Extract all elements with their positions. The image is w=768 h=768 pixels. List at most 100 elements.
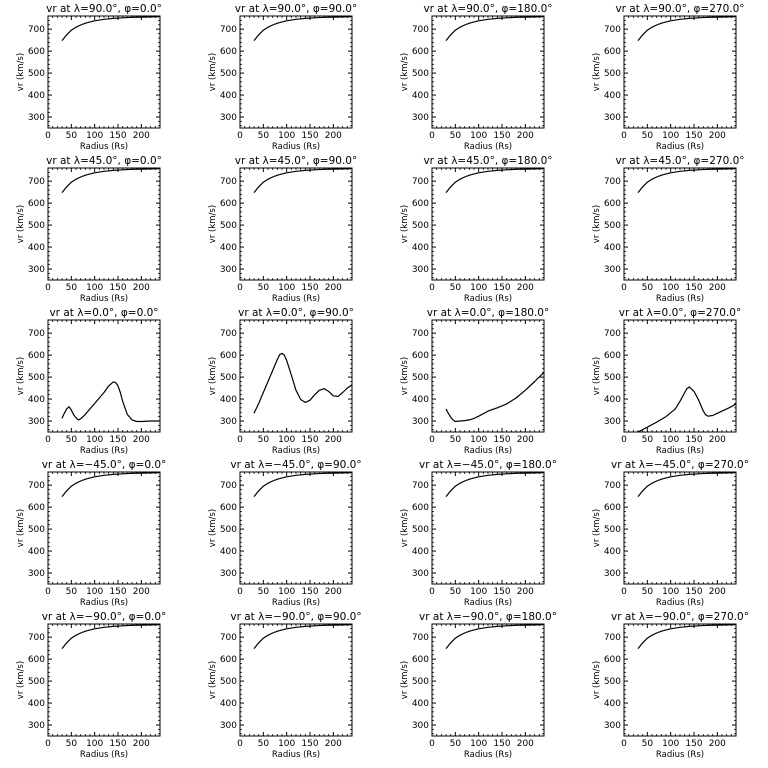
- chart-title: vr at λ=−90.0°, φ=270.0°: [611, 611, 749, 623]
- y-axis-label: vr (km/s): [400, 205, 410, 243]
- y-tick-label: 300: [412, 569, 429, 579]
- chart-panel: vr at λ=90.0°, φ=90.0° 0 50 100 150 200 300 400…: [208, 3, 357, 152]
- x-tick-label: 200: [325, 739, 342, 749]
- chart-panel: vr at λ=0.0°, φ=90.0° 0 50 100 150 200 300 400 5…: [208, 307, 354, 456]
- x-tick-label: 0: [429, 131, 435, 141]
- y-tick-label: 500: [412, 525, 429, 535]
- x-tick-label: 200: [709, 739, 726, 749]
- plot-frame: [431, 167, 545, 281]
- x-tick-label: 150: [301, 587, 318, 597]
- plot-frame: [47, 15, 161, 129]
- chart-panel: vr at λ=−90.0°, φ=0.0° 0 50 100 150 200 300 400…: [16, 611, 166, 760]
- x-tick-label: 200: [517, 587, 534, 597]
- x-tick-label: 200: [517, 739, 534, 749]
- x-tick-label: 150: [109, 283, 126, 293]
- y-tick-label: 500: [412, 221, 429, 231]
- x-axis-label: Radius (Rs): [464, 750, 512, 760]
- x-tick-label: 150: [685, 131, 702, 141]
- y-tick-label: 600: [220, 351, 237, 361]
- y-tick-label: 600: [604, 199, 621, 209]
- x-tick-label: 150: [109, 131, 126, 141]
- y-tick-label: 500: [220, 69, 237, 79]
- y-tick-label: 600: [28, 503, 45, 513]
- y-axis-label: vr (km/s): [208, 205, 218, 243]
- x-tick-label: 50: [66, 435, 78, 445]
- x-tick-label: 150: [685, 283, 702, 293]
- x-axis-label: Radius (Rs): [464, 294, 512, 304]
- x-tick-label: 50: [642, 739, 654, 749]
- series-line: [445, 168, 545, 193]
- y-tick-label: 500: [604, 525, 621, 535]
- series-line: [61, 168, 161, 193]
- y-tick-label: 400: [220, 699, 237, 709]
- plot-frame: [431, 15, 545, 129]
- x-tick-label: 0: [621, 283, 627, 293]
- y-tick-label: 700: [604, 25, 621, 35]
- y-tick-label: 500: [604, 677, 621, 687]
- x-tick-label: 50: [642, 283, 654, 293]
- plot-frame: [623, 167, 737, 281]
- y-tick-label: 600: [28, 655, 45, 665]
- x-tick-label: 100: [86, 131, 103, 141]
- y-tick-label: 400: [604, 699, 621, 709]
- x-tick-label: 50: [450, 587, 462, 597]
- y-tick-label: 300: [412, 417, 429, 427]
- y-tick-label: 300: [220, 569, 237, 579]
- y-tick-label: 600: [28, 199, 45, 209]
- chart-panel: vr at λ=0.0°, φ=270.0° 0 50 100 150 200 300 400…: [592, 307, 741, 456]
- x-axis-label: Radius (Rs): [464, 446, 512, 456]
- chart-panel: vr at λ=45.0°, φ=270.0° 0 50 100 150 200 300 40…: [592, 155, 745, 304]
- series-line: [253, 472, 353, 497]
- x-tick-label: 0: [621, 131, 627, 141]
- y-tick-label: 600: [412, 199, 429, 209]
- x-tick-label: 50: [450, 131, 462, 141]
- y-axis-label: vr (km/s): [592, 357, 602, 395]
- y-tick-label: 300: [604, 113, 621, 123]
- y-tick-label: 700: [412, 25, 429, 35]
- y-axis-label: vr (km/s): [208, 661, 218, 699]
- x-tick-label: 150: [109, 739, 126, 749]
- series-line: [445, 472, 545, 497]
- x-tick-label: 0: [429, 283, 435, 293]
- x-tick-label: 0: [45, 131, 51, 141]
- y-tick-label: 500: [28, 69, 45, 79]
- chart-panel: vr at λ=−90.0°, φ=270.0° 0 50 100 150 200 300 4…: [592, 611, 749, 760]
- y-tick-label: 400: [412, 395, 429, 405]
- y-tick-label: 600: [604, 47, 621, 57]
- x-tick-label: 100: [470, 739, 487, 749]
- y-tick-label: 400: [28, 91, 45, 101]
- x-tick-label: 50: [66, 131, 78, 141]
- x-tick-label: 200: [325, 131, 342, 141]
- y-tick-label: 500: [28, 677, 45, 687]
- plot-frame: [239, 471, 353, 585]
- y-tick-label: 600: [412, 351, 429, 361]
- y-tick-label: 300: [604, 417, 621, 427]
- y-tick-label: 500: [412, 677, 429, 687]
- x-tick-label: 50: [258, 283, 270, 293]
- x-tick-label: 100: [86, 283, 103, 293]
- plot-frame: [623, 471, 737, 585]
- chart-title: vr at λ=−45.0°, φ=90.0°: [230, 459, 361, 471]
- chart-title: vr at λ=−45.0°, φ=270.0°: [611, 459, 749, 471]
- x-axis-label: Radius (Rs): [272, 750, 320, 760]
- x-tick-label: 0: [237, 435, 243, 445]
- y-tick-label: 700: [412, 633, 429, 643]
- y-tick-label: 700: [220, 25, 237, 35]
- series-line: [253, 352, 353, 414]
- chart-title: vr at λ=90.0°, φ=180.0°: [423, 3, 552, 15]
- y-tick-label: 500: [604, 221, 621, 231]
- chart-title: vr at λ=0.0°, φ=90.0°: [238, 307, 354, 319]
- y-tick-label: 300: [28, 265, 45, 275]
- y-tick-label: 500: [220, 221, 237, 231]
- x-tick-label: 150: [493, 131, 510, 141]
- y-tick-label: 600: [604, 655, 621, 665]
- chart-title: vr at λ=90.0°, φ=0.0°: [46, 3, 162, 15]
- chart-panel: vr at λ=−45.0°, φ=180.0° 0 50 100 150 200 300 4…: [400, 459, 557, 608]
- x-tick-label: 100: [86, 435, 103, 445]
- y-axis-label: vr (km/s): [400, 661, 410, 699]
- y-tick-label: 500: [604, 69, 621, 79]
- y-tick-label: 700: [220, 177, 237, 187]
- x-tick-label: 200: [709, 587, 726, 597]
- y-tick-label: 300: [604, 265, 621, 275]
- series-line: [253, 168, 353, 193]
